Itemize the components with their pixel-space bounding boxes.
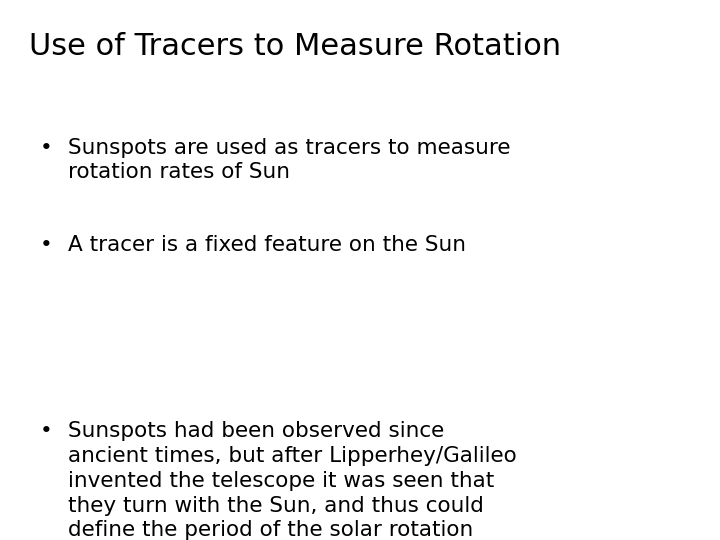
Text: A tracer is a fixed feature on the Sun: A tracer is a fixed feature on the Sun: [68, 235, 467, 255]
Text: •: •: [40, 138, 53, 158]
Text: •: •: [40, 235, 53, 255]
Text: Sunspots are used as tracers to measure
rotation rates of Sun: Sunspots are used as tracers to measure …: [68, 138, 511, 183]
Text: •: •: [40, 421, 53, 441]
Text: Use of Tracers to Measure Rotation: Use of Tracers to Measure Rotation: [29, 32, 561, 62]
Text: Sunspots had been observed since
ancient times, but after Lipperhey/Galileo
inve: Sunspots had been observed since ancient…: [68, 421, 517, 540]
